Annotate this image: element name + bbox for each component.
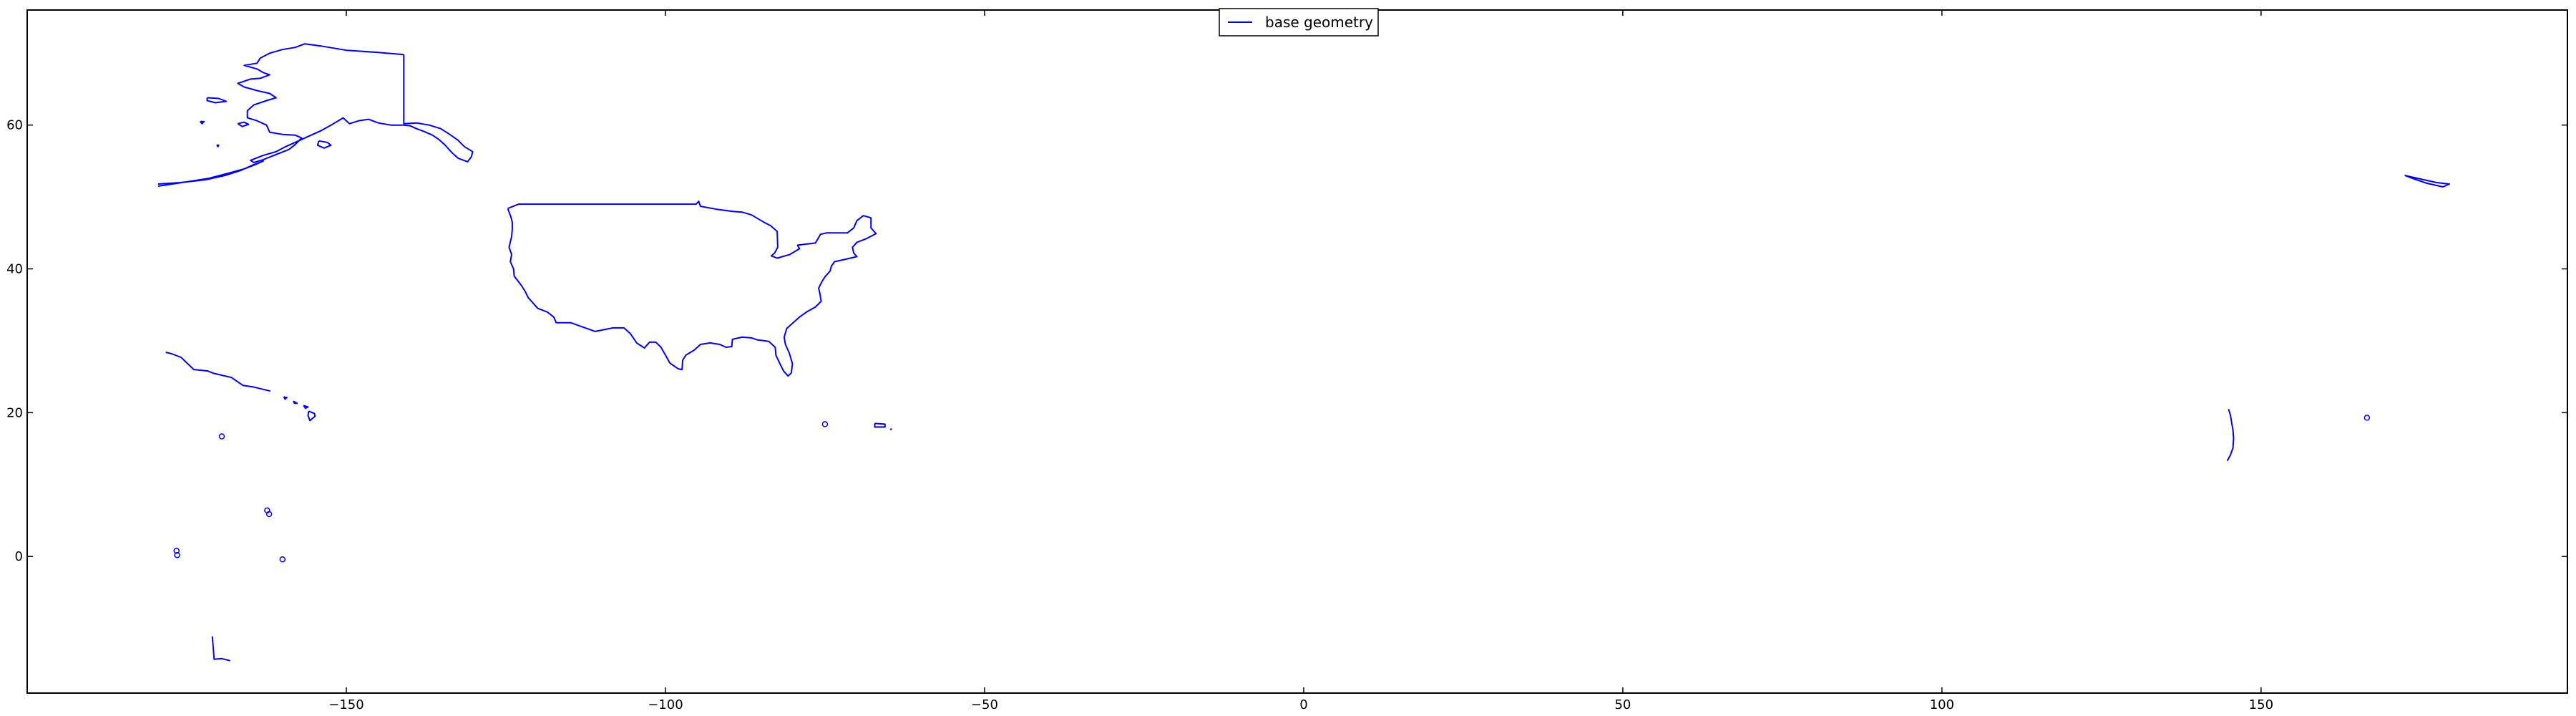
wake-island [2363, 415, 2371, 421]
western-aleutians [2404, 175, 2450, 188]
johnston-atoll [218, 433, 225, 440]
virgin-islands [889, 427, 892, 430]
y-tick-label: 0 [15, 549, 23, 564]
x-tick-label: 100 [1930, 697, 1954, 712]
howland-baker [173, 547, 180, 558]
hawaii-hawaii [307, 410, 316, 422]
tick-labels: −150 −100 −50 0 50 100 150 0 20 40 60 [6, 118, 2273, 712]
axis-ticks [27, 10, 2567, 693]
hawaii-maui [303, 405, 309, 410]
jarvis-island-island [279, 556, 286, 563]
alaska-mainland [237, 43, 404, 163]
legend-label: base geometry [1265, 14, 1373, 31]
howland-baker-island [174, 551, 180, 558]
navassa-island-island [821, 421, 829, 427]
aleutian-chain [157, 160, 264, 187]
navassa-island [821, 421, 829, 427]
alaska-pribilof [216, 144, 220, 147]
palmyra-atoll [264, 507, 273, 518]
alaska-nunivak [237, 121, 250, 127]
x-tick-label: −50 [971, 697, 998, 712]
y-tick-label: 60 [6, 118, 23, 133]
american-samoa [211, 636, 230, 662]
y-tick-label: 20 [6, 405, 23, 420]
alaska-panhandle [403, 54, 474, 163]
jarvis-island [279, 556, 286, 563]
y-tick-label: 40 [6, 262, 23, 277]
palmyra-atoll-island [264, 507, 270, 514]
howland-baker-island [173, 547, 180, 554]
mariana-islands [2226, 408, 2235, 462]
wake-island-island [2363, 415, 2371, 421]
alaska-kodiak [316, 140, 332, 149]
alaska-st-lawrence [206, 97, 228, 104]
puerto-rico [874, 422, 886, 428]
geometry-layer [157, 43, 2450, 662]
legend: base geometry [1219, 8, 1379, 37]
hawaii-oahu [293, 400, 298, 405]
alaska-st-matthew [199, 120, 205, 125]
hawaii-kauai [283, 396, 288, 400]
contiguous-us [507, 200, 877, 377]
x-tick-label: −150 [328, 697, 364, 712]
johnston-atoll-island [218, 433, 225, 440]
x-tick-label: 0 [1299, 697, 1307, 712]
x-tick-label: 150 [2249, 697, 2273, 712]
x-tick-label: −100 [648, 697, 683, 712]
x-tick-label: 50 [1614, 697, 1631, 712]
nw-hawaiian-islands [165, 352, 271, 392]
